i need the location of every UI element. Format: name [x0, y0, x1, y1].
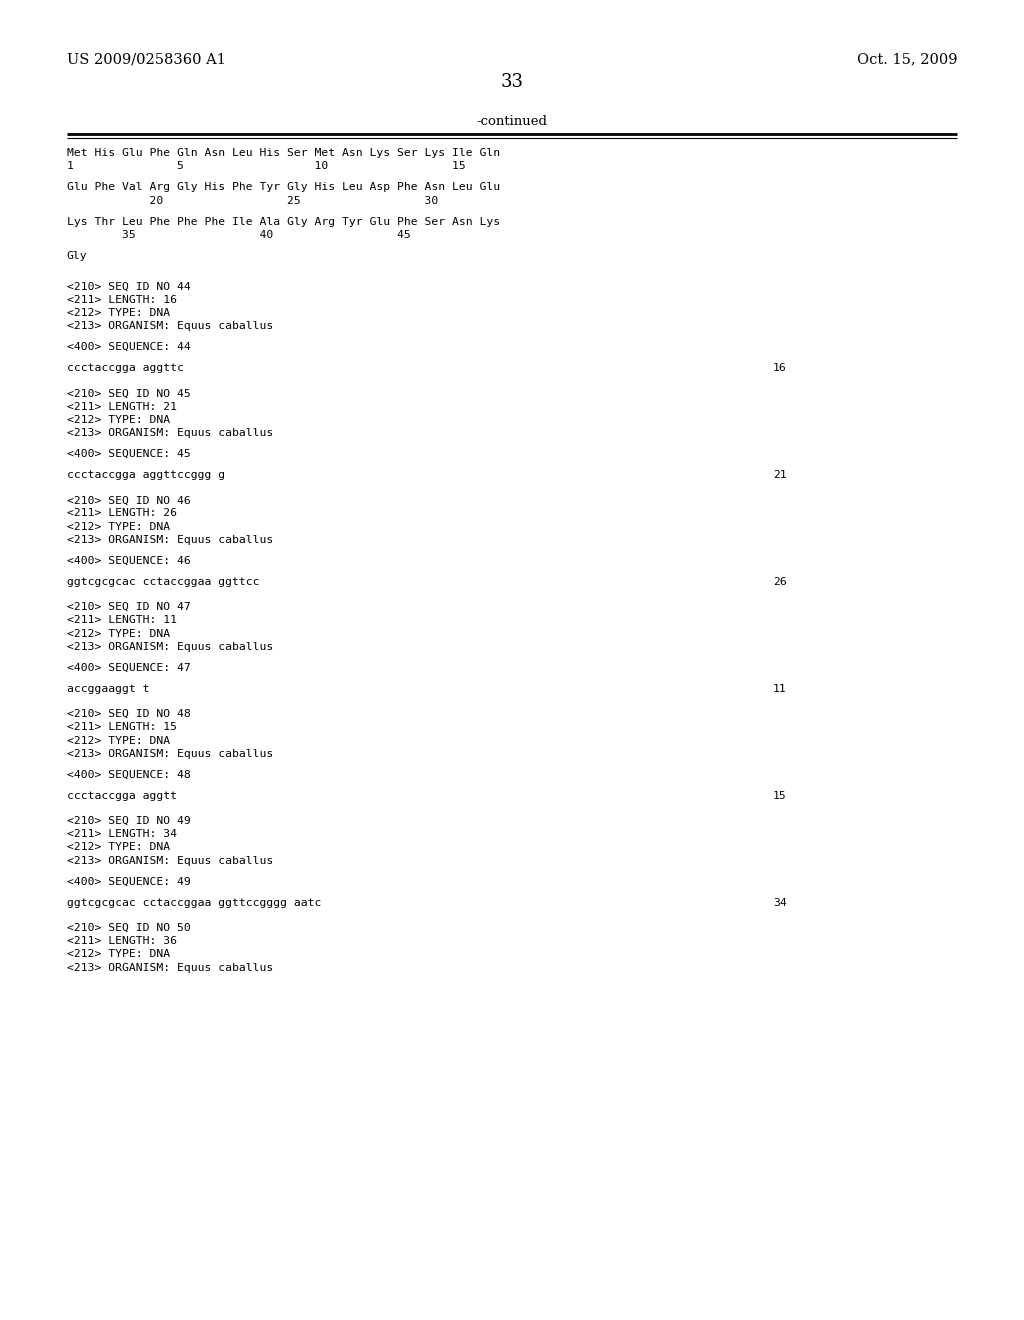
Text: ggtcgcgcac cctaccggaa ggttcc: ggtcgcgcac cctaccggaa ggttcc: [67, 577, 259, 587]
Text: 21: 21: [773, 470, 786, 480]
Text: <400> SEQUENCE: 44: <400> SEQUENCE: 44: [67, 342, 190, 352]
Text: <213> ORGANISM: Equus caballus: <213> ORGANISM: Equus caballus: [67, 748, 272, 759]
Text: ggtcgcgcac cctaccggaa ggttccgggg aatc: ggtcgcgcac cctaccggaa ggttccgggg aatc: [67, 898, 321, 908]
Text: 1               5                   10                  15: 1 5 10 15: [67, 161, 465, 172]
Text: <400> SEQUENCE: 48: <400> SEQUENCE: 48: [67, 770, 190, 780]
Text: Lys Thr Leu Phe Phe Phe Ile Ala Gly Arg Tyr Glu Phe Ser Asn Lys: Lys Thr Leu Phe Phe Phe Ile Ala Gly Arg …: [67, 216, 500, 227]
Text: <211> LENGTH: 26: <211> LENGTH: 26: [67, 508, 176, 519]
Text: <213> ORGANISM: Equus caballus: <213> ORGANISM: Equus caballus: [67, 962, 272, 973]
Text: 20                  25                  30: 20 25 30: [67, 195, 438, 206]
Text: <400> SEQUENCE: 47: <400> SEQUENCE: 47: [67, 663, 190, 673]
Text: 33: 33: [501, 73, 523, 91]
Text: 16: 16: [773, 363, 786, 374]
Text: <210> SEQ ID NO 47: <210> SEQ ID NO 47: [67, 602, 190, 612]
Text: <212> TYPE: DNA: <212> TYPE: DNA: [67, 308, 170, 318]
Text: Glu Phe Val Arg Gly His Phe Tyr Gly His Leu Asp Phe Asn Leu Glu: Glu Phe Val Arg Gly His Phe Tyr Gly His …: [67, 182, 500, 193]
Text: <212> TYPE: DNA: <212> TYPE: DNA: [67, 628, 170, 639]
Text: <211> LENGTH: 11: <211> LENGTH: 11: [67, 615, 176, 626]
Text: <213> ORGANISM: Equus caballus: <213> ORGANISM: Equus caballus: [67, 535, 272, 545]
Text: <212> TYPE: DNA: <212> TYPE: DNA: [67, 842, 170, 853]
Text: <210> SEQ ID NO 49: <210> SEQ ID NO 49: [67, 816, 190, 826]
Text: <211> LENGTH: 21: <211> LENGTH: 21: [67, 401, 176, 412]
Text: <213> ORGANISM: Equus caballus: <213> ORGANISM: Equus caballus: [67, 428, 272, 438]
Text: Gly: Gly: [67, 251, 87, 261]
Text: ccctaccgga aggtt: ccctaccgga aggtt: [67, 791, 176, 801]
Text: <213> ORGANISM: Equus caballus: <213> ORGANISM: Equus caballus: [67, 855, 272, 866]
Text: Oct. 15, 2009: Oct. 15, 2009: [857, 53, 957, 66]
Text: <210> SEQ ID NO 50: <210> SEQ ID NO 50: [67, 923, 190, 933]
Text: <213> ORGANISM: Equus caballus: <213> ORGANISM: Equus caballus: [67, 642, 272, 652]
Text: 15: 15: [773, 791, 786, 801]
Text: <211> LENGTH: 34: <211> LENGTH: 34: [67, 829, 176, 840]
Text: ccctaccgga aggttccggg g: ccctaccgga aggttccggg g: [67, 470, 224, 480]
Text: Met His Glu Phe Gln Asn Leu His Ser Met Asn Lys Ser Lys Ile Gln: Met His Glu Phe Gln Asn Leu His Ser Met …: [67, 148, 500, 158]
Text: <210> SEQ ID NO 48: <210> SEQ ID NO 48: [67, 709, 190, 719]
Text: -continued: -continued: [476, 115, 548, 128]
Text: <213> ORGANISM: Equus caballus: <213> ORGANISM: Equus caballus: [67, 321, 272, 331]
Text: ccctaccgga aggttc: ccctaccgga aggttc: [67, 363, 183, 374]
Text: accggaaggt t: accggaaggt t: [67, 684, 150, 694]
Text: <212> TYPE: DNA: <212> TYPE: DNA: [67, 735, 170, 746]
Text: 34: 34: [773, 898, 786, 908]
Text: <212> TYPE: DNA: <212> TYPE: DNA: [67, 949, 170, 960]
Text: 26: 26: [773, 577, 786, 587]
Text: <212> TYPE: DNA: <212> TYPE: DNA: [67, 414, 170, 425]
Text: US 2009/0258360 A1: US 2009/0258360 A1: [67, 53, 225, 66]
Text: 35                  40                  45: 35 40 45: [67, 230, 411, 240]
Text: <212> TYPE: DNA: <212> TYPE: DNA: [67, 521, 170, 532]
Text: <210> SEQ ID NO 45: <210> SEQ ID NO 45: [67, 388, 190, 399]
Text: <211> LENGTH: 36: <211> LENGTH: 36: [67, 936, 176, 946]
Text: <400> SEQUENCE: 45: <400> SEQUENCE: 45: [67, 449, 190, 459]
Text: 11: 11: [773, 684, 786, 694]
Text: <210> SEQ ID NO 44: <210> SEQ ID NO 44: [67, 281, 190, 292]
Text: <211> LENGTH: 16: <211> LENGTH: 16: [67, 294, 176, 305]
Text: <211> LENGTH: 15: <211> LENGTH: 15: [67, 722, 176, 733]
Text: <400> SEQUENCE: 49: <400> SEQUENCE: 49: [67, 876, 190, 887]
Text: <400> SEQUENCE: 46: <400> SEQUENCE: 46: [67, 556, 190, 566]
Text: <210> SEQ ID NO 46: <210> SEQ ID NO 46: [67, 495, 190, 506]
